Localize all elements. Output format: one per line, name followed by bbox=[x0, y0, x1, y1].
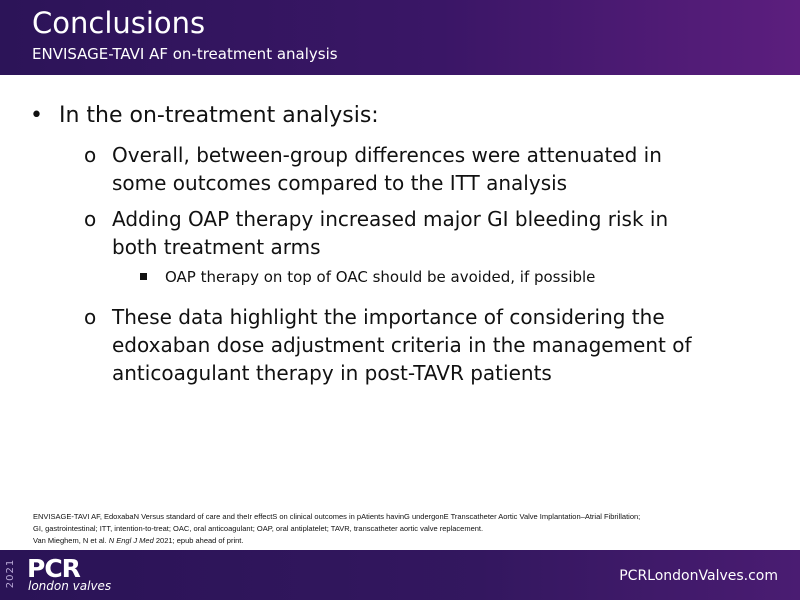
bullet-marker: o bbox=[84, 305, 97, 329]
header-band bbox=[0, 0, 800, 75]
footer-tagline: london valves bbox=[28, 579, 112, 593]
footer-website[interactable]: PCRLondonValves.com bbox=[619, 568, 778, 584]
footnote: ENVISAGE-TAVI AF, EdoxabaN Versus standa… bbox=[33, 512, 641, 521]
citation-journal: N Engl J Med bbox=[108, 536, 154, 545]
subtitle: ENVISAGE-TAVI AF on-treatment analysis bbox=[32, 45, 338, 63]
bullet-marker: o bbox=[84, 207, 97, 231]
bullet-text: Overall, between-group differences were … bbox=[112, 143, 662, 167]
footer-band bbox=[0, 550, 800, 600]
bullet-marker: o bbox=[84, 143, 97, 167]
bullet-marker: • bbox=[30, 103, 43, 128]
bullet-text: Adding OAP therapy increased major GI bl… bbox=[112, 207, 669, 231]
bullet-text: edoxaban dose adjustment criteria in the… bbox=[112, 333, 692, 357]
bullet-text: both treatment arms bbox=[112, 235, 321, 259]
bullet-marker bbox=[140, 273, 147, 280]
footer-year: 2021 bbox=[5, 558, 17, 589]
bullet-text: In the on-treatment analysis: bbox=[59, 103, 379, 128]
footer-logo: PCR bbox=[27, 554, 81, 583]
bullet-text: anticoagulant therapy in post-TAVR patie… bbox=[112, 361, 552, 385]
title: Conclusions bbox=[32, 6, 206, 40]
bullet-text: These data highlight the importance of c… bbox=[112, 305, 665, 329]
citation-authors: Van Mieghem, N et al. bbox=[33, 536, 107, 545]
citation-rest: 2021; epub ahead of print. bbox=[155, 536, 244, 545]
bullet-text: OAP therapy on top of OAC should be avoi… bbox=[165, 268, 596, 286]
footnote: GI, gastrointestinal; ITT, intention-to-… bbox=[33, 524, 484, 533]
citation: Van Mieghem, N et al. N Engl J Med 2021;… bbox=[33, 535, 243, 547]
bullet-text: some outcomes compared to the ITT analys… bbox=[112, 171, 568, 195]
